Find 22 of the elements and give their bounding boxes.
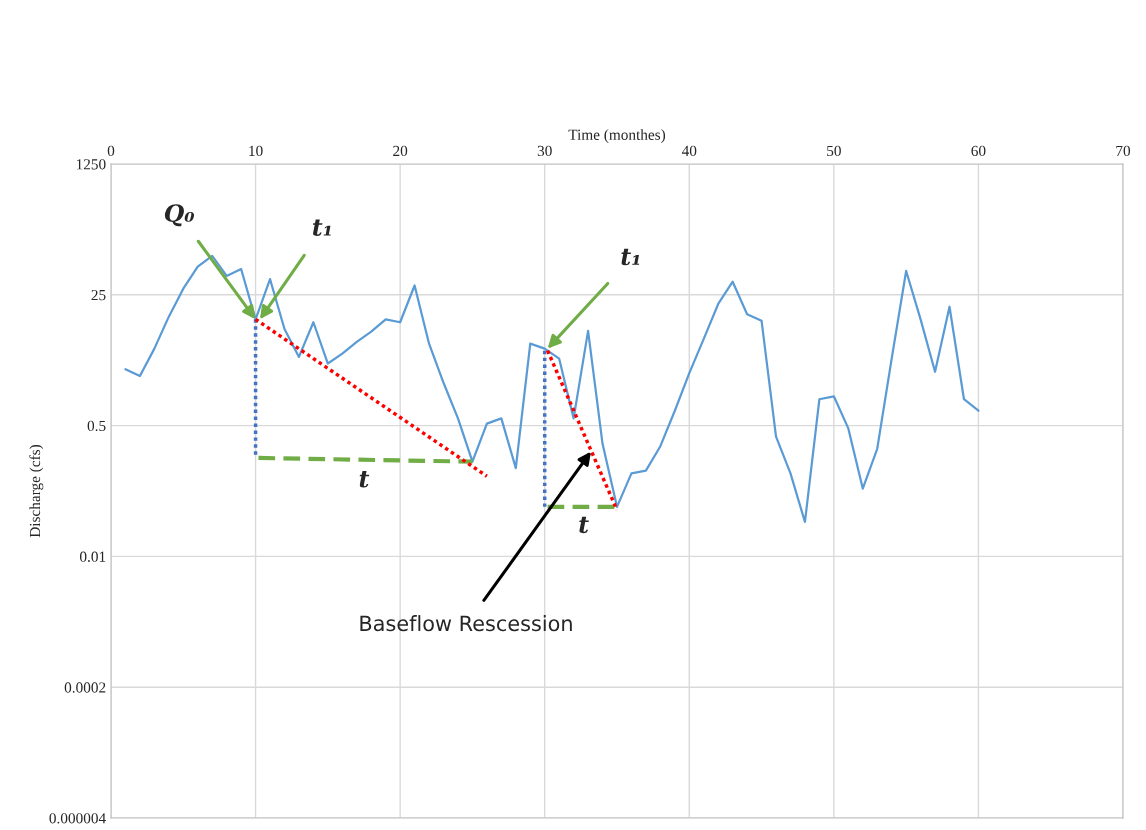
- x-tick-label: 70: [1116, 145, 1131, 157]
- annotation: Baseflow Rescession: [360, 615, 572, 632]
- y-tick-label: 1250: [76, 159, 106, 170]
- y-tick-label: 25: [91, 289, 106, 301]
- annotation: Q₀: [164, 204, 195, 227]
- y-tick-label: 0.000004: [49, 813, 106, 824]
- x-tick-label: 40: [681, 145, 697, 157]
- annotation: t₁: [312, 219, 331, 236]
- y-tick-label: 0.01: [79, 551, 106, 562]
- x-tick-label: 20: [393, 145, 408, 157]
- x-tick-label: 30: [537, 145, 552, 157]
- annotation: t: [579, 516, 589, 534]
- y-tick-label: 0.5: [87, 420, 106, 432]
- x-tick-label: 10: [249, 145, 263, 157]
- annotation: t: [359, 471, 370, 488]
- annotation: t₁: [621, 248, 640, 266]
- x-axis-title: Time (monthes): [568, 129, 666, 143]
- y-tick-label: 0.0002: [64, 682, 106, 693]
- x-tick-label: 0: [107, 145, 115, 157]
- y-axis-title: Discharge (cfs): [29, 444, 44, 538]
- x-tick-label: 50: [827, 145, 841, 157]
- x-tick-label: 60: [971, 145, 986, 157]
